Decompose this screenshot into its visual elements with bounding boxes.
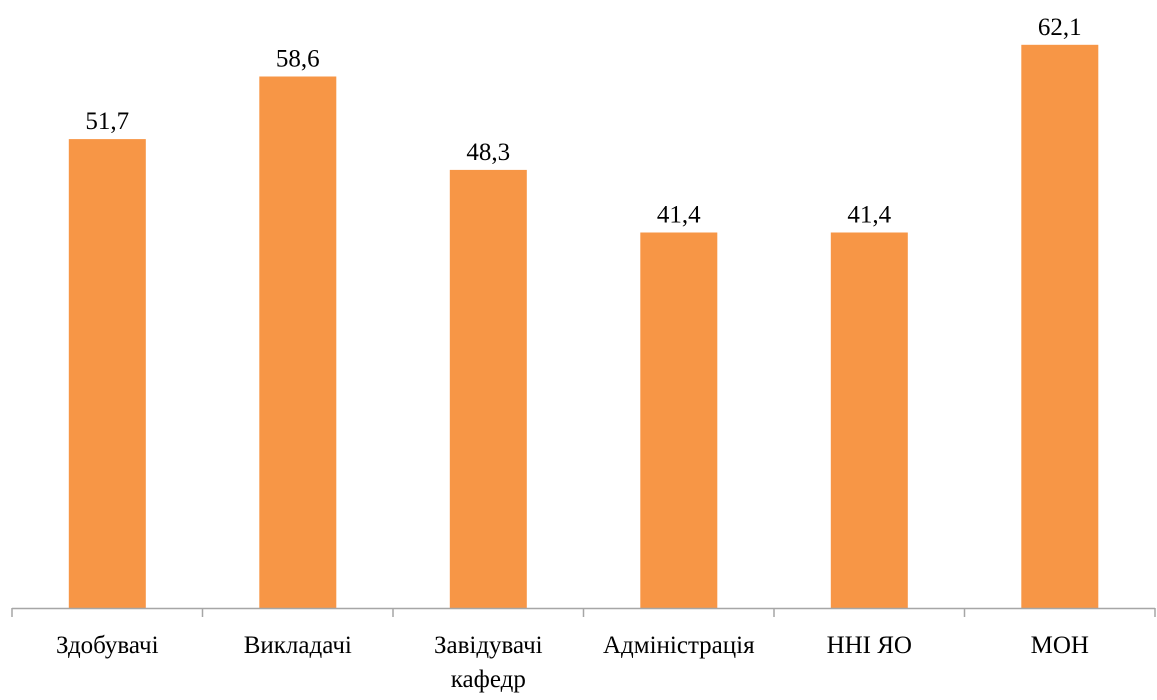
value-labels-group: 51,7 58,6 48,3 41,4 41,4 62,1	[85, 14, 1081, 229]
value-label-4: 41,4	[657, 202, 701, 229]
category-label-4: Адміністрація	[603, 632, 755, 659]
bar-5	[830, 232, 908, 608]
value-label-6: 62,1	[1038, 14, 1082, 41]
category-label-2: Викладачі	[244, 632, 352, 659]
value-label-5: 41,4	[847, 202, 891, 229]
x-axis	[11, 607, 1156, 617]
bar-1	[68, 139, 146, 608]
bar-6	[1021, 44, 1099, 609]
category-label-1: Здобувачі	[56, 632, 159, 659]
bar-2	[259, 76, 337, 608]
category-label-3: Завідувачі кафедр	[434, 632, 543, 693]
x-axis-tick-labels: Здобувачі Викладачі Завідувачі кафедр Адміні…	[56, 632, 1089, 693]
category-label-6: МОН	[1031, 632, 1089, 659]
value-label-1: 51,7	[85, 108, 129, 135]
category-label-5: ННІ ЯО	[827, 632, 912, 659]
bar-4	[640, 232, 718, 608]
value-label-3: 48,3	[466, 139, 510, 166]
bars-group	[68, 44, 1099, 609]
bar-3	[449, 169, 527, 608]
value-label-2: 58,6	[276, 46, 320, 73]
